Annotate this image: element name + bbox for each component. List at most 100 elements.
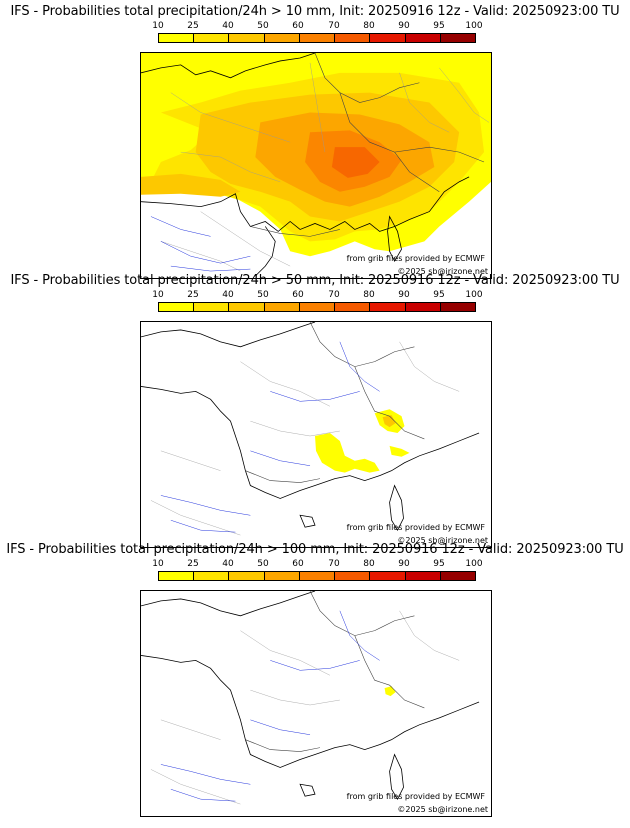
national-borders [250, 53, 485, 237]
data-credit: from grib files provided by ECMWF [346, 254, 485, 263]
panel-title: IFS - Probabilities total precipitation/… [6, 542, 624, 557]
border [245, 470, 321, 483]
admin-line [309, 62, 326, 153]
river [160, 241, 251, 264]
river [270, 391, 360, 402]
scale-swatch [335, 572, 371, 580]
coastline [141, 655, 480, 768]
border [245, 739, 321, 752]
prob-10-area [389, 445, 410, 457]
scale-label: 80 [363, 290, 375, 300]
coastline [389, 753, 404, 800]
map-svg [141, 322, 480, 536]
scale-swatch [335, 34, 371, 42]
rivers [150, 216, 251, 272]
river [339, 610, 380, 661]
scale-label: 70 [328, 290, 340, 300]
admin-line [150, 769, 241, 805]
river [150, 216, 211, 237]
scale-label: 50 [257, 559, 269, 569]
scale-label: 50 [257, 290, 269, 300]
border [309, 322, 415, 367]
panel-title: IFS - Probabilities total precipitation/… [10, 4, 620, 19]
coastline [299, 514, 316, 528]
admin-line [180, 151, 281, 183]
border [354, 366, 425, 440]
scale-label: 50 [257, 21, 269, 31]
color-scale-bar [158, 302, 476, 312]
scale-swatch [405, 572, 441, 580]
scale-label: 40 [222, 21, 234, 31]
color-scale-labels: 10 25 40 50 60 70 80 90 95 100 [152, 21, 482, 32]
panel-100mm: IFS - Probabilities total precipitation/… [0, 542, 630, 818]
data-credit: from grib files provided by ECMWF [346, 523, 485, 532]
copyright: ©2025 sb@irizone.net [397, 536, 488, 545]
scale-label: 10 [152, 21, 164, 31]
probability-map: from grib files provided by ECMWF ©2025 … [140, 321, 492, 548]
scale-swatch [405, 303, 441, 311]
copyright: ©2025 sb@irizone.net [397, 267, 488, 276]
admin-line [200, 211, 291, 267]
scale-swatch [370, 34, 406, 42]
scale-label: 80 [363, 559, 375, 569]
scale-swatch [194, 303, 230, 311]
scale-swatch [229, 34, 265, 42]
scale-label: 60 [292, 559, 304, 569]
scale-label: 70 [328, 559, 340, 569]
color-scale-bar [158, 33, 476, 43]
river [170, 520, 236, 533]
probability-map: from grib files provided by ECMWF ©2025 … [140, 52, 492, 279]
panel-title: IFS - Probabilities total precipitation/… [10, 273, 620, 288]
color-scale-labels: 10 25 40 50 60 70 80 90 95 100 [152, 559, 482, 570]
scale-label: 95 [433, 290, 445, 300]
coastline [141, 591, 316, 617]
national-borders [245, 591, 425, 752]
color-scale-labels: 10 25 40 50 60 70 80 90 95 100 [152, 290, 482, 301]
border [354, 635, 425, 709]
scale-swatch [335, 303, 371, 311]
scale-label: 40 [222, 559, 234, 569]
scale-label: 90 [398, 290, 410, 300]
scale-label: 10 [152, 559, 164, 569]
prob-25-area [382, 415, 396, 428]
data-credit: from grib files provided by ECMWF [346, 792, 485, 801]
border [394, 146, 485, 163]
scale-swatch [370, 303, 406, 311]
coastline [389, 484, 404, 531]
coastlines [141, 53, 470, 277]
scale-swatch [229, 303, 265, 311]
copyright: ©2025 sb@irizone.net [397, 805, 488, 814]
probability-map: from grib files provided by ECMWF ©2025 … [140, 590, 492, 817]
admin-line [399, 72, 450, 133]
admin-boundaries [150, 610, 460, 805]
admin-line [170, 92, 291, 143]
river [160, 764, 251, 785]
coastline [141, 53, 316, 79]
scale-swatch [264, 572, 300, 580]
river [170, 265, 251, 272]
scale-swatch [299, 572, 336, 580]
scale-label: 10 [152, 290, 164, 300]
scale-label: 95 [433, 559, 445, 569]
admin-line [439, 67, 490, 123]
scale-label: 40 [222, 290, 234, 300]
scale-swatch [440, 572, 475, 580]
scale-label: 25 [187, 290, 199, 300]
coastline [387, 215, 402, 262]
scale-label: 70 [328, 21, 340, 31]
scale-swatch [405, 34, 441, 42]
prob-10-area [384, 686, 396, 697]
admin-line [399, 610, 460, 661]
admin-boundaries [150, 341, 460, 536]
precip-field [315, 409, 410, 473]
river [270, 660, 360, 671]
admin-line [399, 341, 460, 392]
scale-label: 95 [433, 21, 445, 31]
admin-line [160, 241, 241, 272]
coastline [141, 176, 470, 232]
scale-label: 100 [465, 21, 483, 31]
scale-label: 25 [187, 21, 199, 31]
scale-swatch [264, 303, 300, 311]
admin-line [150, 500, 241, 536]
prob-25-west-patch [141, 173, 241, 197]
